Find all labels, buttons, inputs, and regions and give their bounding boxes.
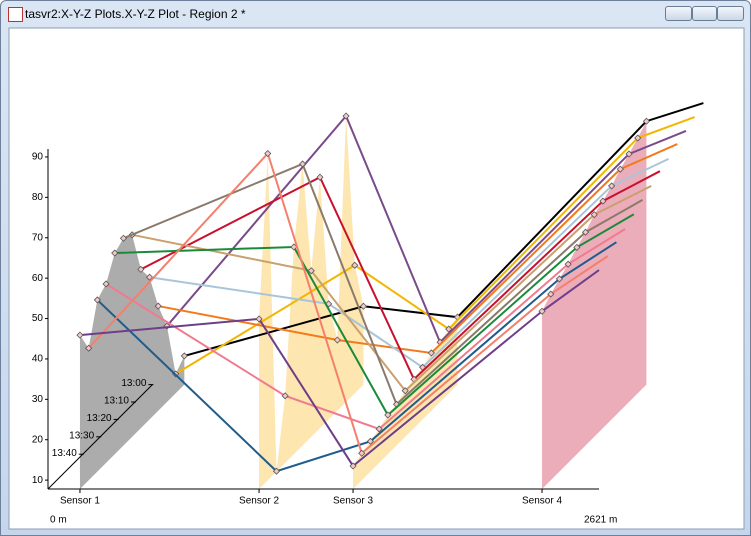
y-tick-label: 90: [32, 152, 44, 163]
x-tick-label: Sensor 2: [239, 496, 279, 507]
point-marker: [307, 267, 315, 275]
point-marker: [281, 392, 289, 400]
x-range-label: 2621 m: [584, 515, 617, 526]
point-marker: [333, 336, 341, 344]
y-tick-label: 40: [32, 354, 44, 365]
curtain: [79, 234, 185, 489]
point-marker: [547, 290, 555, 298]
point-marker: [599, 197, 607, 205]
point-marker: [93, 296, 101, 304]
y-tick-label: 80: [32, 192, 44, 203]
x-tick-label: Sensor 1: [60, 496, 100, 507]
point-marker: [102, 280, 110, 288]
y-tick-label: 10: [32, 475, 44, 486]
z-tick-label: 13:40: [52, 448, 77, 459]
point-marker: [642, 117, 650, 125]
point-marker: [573, 243, 581, 251]
close-button[interactable]: [717, 6, 744, 21]
point-marker: [634, 134, 642, 142]
y-tick-label: 20: [32, 434, 44, 445]
point-marker: [590, 211, 598, 219]
point-marker: [375, 425, 383, 433]
point-marker: [366, 437, 375, 445]
point-marker: [625, 150, 633, 158]
point-marker: [581, 228, 590, 236]
point-marker: [608, 182, 616, 190]
maximize-button[interactable]: [692, 6, 717, 21]
point-marker: [616, 165, 624, 173]
point-marker: [555, 275, 563, 283]
point-marker: [299, 160, 307, 168]
point-marker: [401, 387, 409, 395]
y-tick-label: 60: [32, 273, 44, 284]
y-tick-label: 70: [32, 232, 44, 243]
point-marker: [272, 467, 281, 475]
point-marker: [358, 449, 366, 457]
z-tick-label: 13:00: [121, 378, 146, 389]
point-marker: [76, 331, 84, 339]
y-tick-label: 30: [32, 394, 44, 405]
x-tick-label: Sensor 4: [522, 496, 562, 507]
point-marker: [359, 302, 368, 310]
point-marker: [264, 149, 272, 158]
point-marker: [137, 265, 145, 273]
point-marker: [255, 315, 263, 323]
point-marker: [316, 173, 324, 181]
point-marker: [145, 273, 154, 281]
point-marker: [445, 325, 453, 333]
point-marker: [111, 249, 119, 257]
window-title: tasvr2:X-Y-Z Plots.X-Y-Z Plot - Region 2…: [25, 7, 246, 21]
point-marker: [180, 352, 188, 360]
point-marker: [85, 344, 93, 352]
z-tick-label: 13:20: [87, 413, 112, 424]
point-marker: [564, 260, 572, 268]
x-range-label: 0 m: [50, 515, 67, 526]
y-tick-label: 50: [32, 313, 44, 324]
point-marker: [351, 261, 359, 269]
point-marker: [154, 302, 162, 310]
curtain: [259, 116, 364, 490]
z-tick-label: 13:30: [69, 430, 94, 441]
app-icon: [8, 7, 23, 22]
point-marker: [119, 234, 128, 242]
z-tick-label: 13:10: [104, 396, 129, 407]
x-tick-label: Sensor 3: [333, 496, 373, 507]
point-marker: [342, 112, 350, 120]
minimize-button[interactable]: [665, 6, 692, 21]
point-marker: [538, 307, 546, 315]
point-marker: [349, 462, 357, 470]
point-marker: [427, 349, 435, 357]
point-marker: [384, 411, 392, 419]
